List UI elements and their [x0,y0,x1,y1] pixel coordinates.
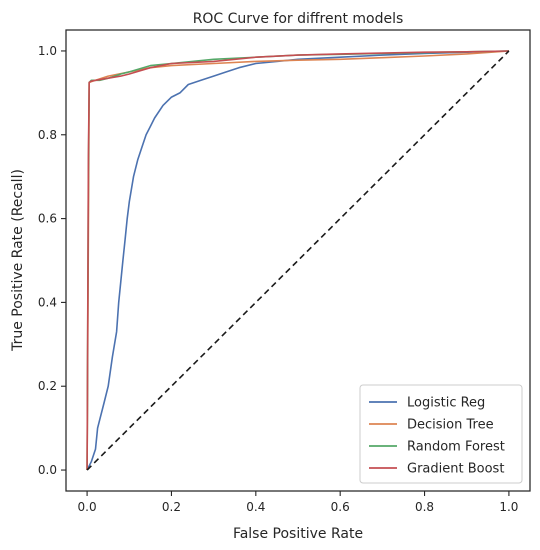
y-tick-label: 0.0 [38,463,57,477]
x-tick-label: 1.0 [499,500,518,514]
legend-label: Decision Tree [407,418,494,433]
y-tick-label: 0.2 [38,379,57,393]
x-tick-label: 0.6 [331,500,350,514]
x-axis-label: False Positive Rate [233,526,363,542]
y-axis-label: True Positive Rate (Recall) [10,169,26,352]
legend: Logistic Reg Decision Tree Random Forest Gr… [360,385,522,483]
chart-title: ROC Curve for diffrent models [193,11,404,27]
x-tick-label: 0.0 [78,500,97,514]
y-tick-label: 0.4 [38,295,57,309]
y-tick-label: 1.0 [38,44,57,58]
y-tick-label: 0.8 [38,128,57,142]
legend-label: Logistic Reg [407,396,485,411]
x-tick-label: 0.2 [162,500,181,514]
y-tick-label: 0.6 [38,212,57,226]
legend-label: Random Forest [407,440,505,455]
x-tick-label: 0.8 [415,500,434,514]
legend-label: Gradient Boost [407,462,504,477]
x-tick-label: 0.4 [246,500,265,514]
